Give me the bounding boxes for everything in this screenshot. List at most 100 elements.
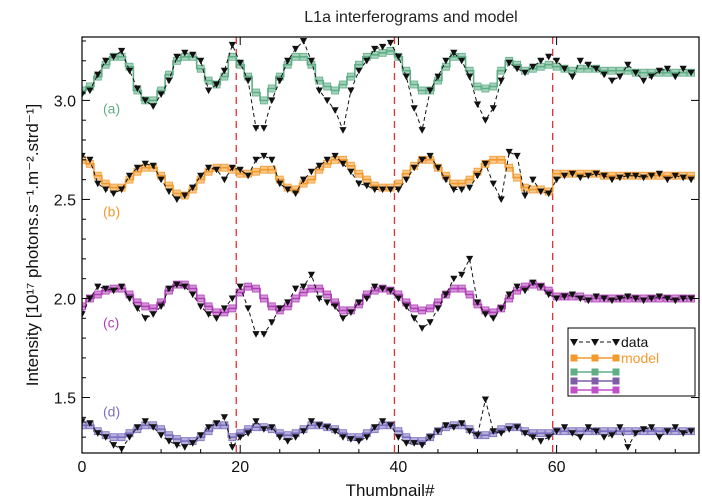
x-tick-label: 0 xyxy=(78,459,87,476)
data-point xyxy=(181,49,189,57)
data-point xyxy=(560,293,569,301)
data-point xyxy=(371,424,379,431)
legend-entry xyxy=(570,386,620,394)
data-point xyxy=(220,305,228,312)
data-point xyxy=(505,59,513,67)
data-point xyxy=(458,186,466,194)
legend-swatch-marker xyxy=(591,386,599,394)
separator-lines xyxy=(235,37,554,453)
data-point xyxy=(110,287,118,295)
data-point xyxy=(671,297,679,305)
data-point xyxy=(473,172,482,180)
data-point xyxy=(450,424,458,431)
data-point xyxy=(679,65,687,73)
data-point xyxy=(252,331,260,338)
model-point xyxy=(259,165,268,174)
data-point xyxy=(568,430,576,437)
data-point xyxy=(379,285,387,293)
data-point xyxy=(537,57,545,65)
legend-swatch-marker xyxy=(570,354,578,362)
legend-swatch-marker xyxy=(612,354,620,362)
data-point xyxy=(331,152,339,160)
data-point xyxy=(149,424,157,431)
data-point xyxy=(481,311,489,318)
data-point xyxy=(663,428,671,435)
model-point xyxy=(489,82,498,91)
model-point xyxy=(180,437,189,446)
x-axis: 0 20 40 60 xyxy=(78,37,676,476)
data-point xyxy=(260,426,268,433)
model-point xyxy=(228,52,237,61)
y-tick-label: 2.5 xyxy=(54,192,76,209)
data-point xyxy=(331,107,339,114)
model-point xyxy=(449,284,458,293)
data-point xyxy=(671,172,679,180)
data-point xyxy=(442,176,450,184)
series-2 xyxy=(82,255,695,338)
data-line xyxy=(82,40,692,132)
data-point xyxy=(624,444,632,451)
data-point xyxy=(244,305,252,312)
model-point xyxy=(402,169,411,178)
data-point xyxy=(157,176,165,184)
data-point xyxy=(584,61,592,69)
data-point xyxy=(426,319,434,326)
legend-entry xyxy=(570,368,620,376)
data-point xyxy=(513,65,521,73)
data-point xyxy=(102,285,110,293)
data-point xyxy=(600,434,608,441)
data-point xyxy=(133,164,141,172)
data-point xyxy=(110,53,118,61)
data-point xyxy=(379,43,387,51)
data-point xyxy=(481,160,489,168)
data-point xyxy=(157,432,165,439)
data-point xyxy=(592,65,600,73)
data-point xyxy=(189,184,197,192)
data-point xyxy=(276,77,284,85)
y-tick-label: 3.0 xyxy=(54,93,76,110)
data-point xyxy=(553,176,561,184)
data-point xyxy=(307,168,315,176)
data-point xyxy=(141,97,149,104)
model-point xyxy=(109,183,118,192)
data-point xyxy=(133,305,141,312)
data-point xyxy=(315,162,323,170)
series-tag: (c) xyxy=(103,314,119,330)
data-point xyxy=(576,174,584,182)
data-point xyxy=(220,67,228,75)
model-point xyxy=(307,284,316,293)
data-point xyxy=(141,160,149,168)
data-point xyxy=(110,190,118,198)
data-point xyxy=(394,295,402,303)
data-point xyxy=(212,81,221,89)
data-point xyxy=(632,172,640,180)
model-point xyxy=(165,181,173,190)
model-point xyxy=(259,96,268,105)
data-point xyxy=(505,148,513,156)
data-point xyxy=(386,186,395,194)
model-point xyxy=(513,173,521,182)
y-tick-label: 1.5 xyxy=(54,391,76,408)
data-point xyxy=(299,428,308,435)
data-point xyxy=(553,57,561,65)
model-point xyxy=(481,84,490,93)
data-point xyxy=(418,127,426,134)
data-point xyxy=(497,430,505,437)
data-point xyxy=(458,420,466,427)
data-point xyxy=(497,77,505,85)
data-point xyxy=(497,305,505,312)
data-point xyxy=(189,51,197,59)
model-line xyxy=(82,159,695,197)
data-point xyxy=(260,125,268,132)
model-point xyxy=(228,304,237,313)
data-point xyxy=(410,164,418,172)
series-0 xyxy=(82,38,695,134)
model-point xyxy=(497,66,506,75)
data-point xyxy=(118,186,126,194)
model-point xyxy=(82,86,86,95)
model-point xyxy=(267,84,276,93)
data-point xyxy=(640,297,648,305)
data-point xyxy=(252,156,260,164)
data-point xyxy=(347,436,355,443)
